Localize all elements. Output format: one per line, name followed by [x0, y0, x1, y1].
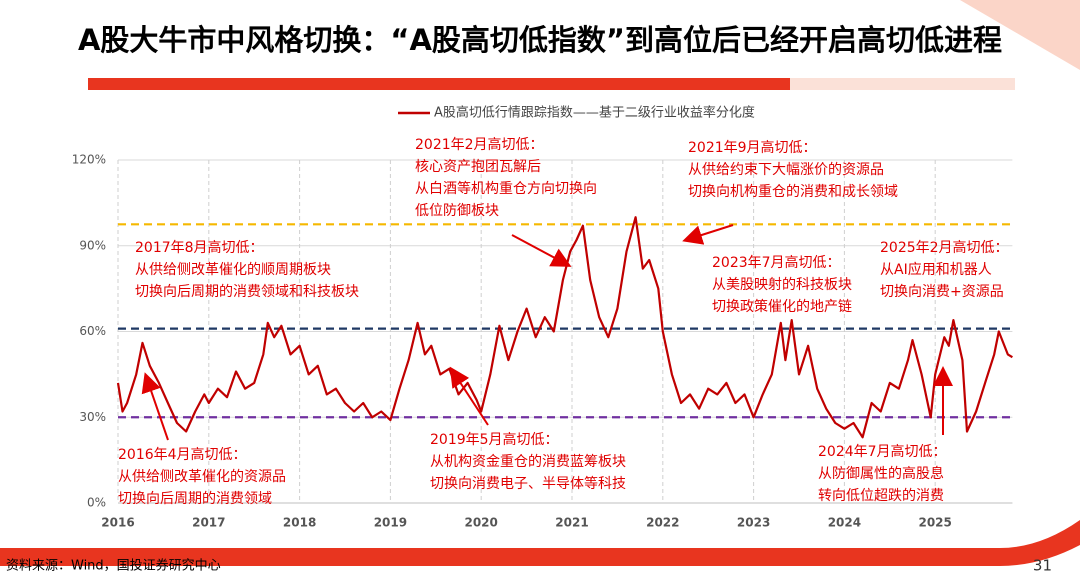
x-tick-label: 2023: [737, 516, 770, 530]
annotation: 切换向后周期的消费领域和科技板块: [135, 283, 359, 300]
annotation: 从机构资金重仓的消费蓝筹板块: [430, 453, 626, 470]
arrows: [141, 224, 953, 441]
source-note: 资料来源：Wind，国投证券研究中心: [6, 558, 221, 574]
x-tick-label: 2017: [192, 516, 225, 530]
annotation: 从供给侧改革催化的顺周期板块: [135, 262, 331, 278]
annotation: 从白酒等机构重仓方向切换向: [415, 180, 597, 197]
annotation: 从供给约束下大幅涨价的资源品: [688, 162, 884, 178]
y-tick-label: 90%: [79, 238, 106, 252]
x-tick-label: 2019: [374, 516, 407, 530]
annotation: 2025年2月高切低：: [880, 239, 1009, 256]
annotation: 切换向后周期的消费领域: [118, 490, 272, 507]
legend-label: A股高切低行情跟踪指数——基于二级行业收益率分化度: [434, 105, 755, 121]
annotation: 切换向消费+资源品: [880, 283, 1004, 300]
title-bar: [88, 78, 790, 90]
annotation: 从美股映射的科技板块: [712, 277, 852, 293]
x-tick-label: 2025: [918, 516, 951, 530]
footer-band: [0, 520, 1080, 566]
annotation: 核心资产抱团瓦解后: [415, 159, 541, 175]
annotation: 2024年7月高切低：: [818, 443, 947, 460]
page-number: 31: [1033, 557, 1052, 575]
annotation: 低位防御板块: [415, 203, 499, 219]
y-tick-label: 60%: [79, 324, 106, 338]
annotation: 2019年5月高切低：: [430, 431, 559, 448]
y-tick-label: 0%: [87, 496, 106, 510]
annotation: 从防御属性的高股息: [818, 465, 944, 482]
x-tick-label: 2021: [555, 516, 588, 530]
slide-title: A股大牛市中风格切换：“A股高切低指数”到高位后已经开启高切低进程: [78, 23, 1002, 57]
x-tick-label: 2020: [464, 516, 497, 530]
y-tick-label: 30%: [79, 410, 106, 424]
x-tick-label: 2018: [283, 516, 316, 530]
series-line: [116, 216, 1013, 439]
corner-decoration: [960, 0, 1080, 70]
annotation: 从AI应用和机器人: [880, 261, 992, 278]
annotation: 切换向消费电子、半导体等科技: [430, 475, 626, 492]
annotation: 2023年7月高切低：: [712, 254, 841, 271]
annotation: 转向低位超跌的消费: [818, 488, 944, 504]
title-bar-light: [790, 78, 1015, 90]
x-tick-label: 2022: [646, 516, 679, 530]
x-tick-label: 2016: [101, 516, 134, 530]
annotation: 2021年9月高切低：: [688, 139, 817, 156]
annotation: 2017年8月高切低：: [135, 239, 264, 256]
annotation: 2016年4月高切低：: [118, 446, 247, 463]
annotation: 从供给侧改革催化的资源品: [118, 469, 286, 485]
annotation: 2021年2月高切低：: [415, 136, 544, 153]
y-tick-label: 120%: [72, 153, 106, 167]
annotation: 切换向机构重仓的消费和成长领域: [688, 183, 898, 200]
x-tick-label: 2024: [828, 516, 861, 530]
annotation: 切换政策催化的地产链: [712, 298, 852, 315]
